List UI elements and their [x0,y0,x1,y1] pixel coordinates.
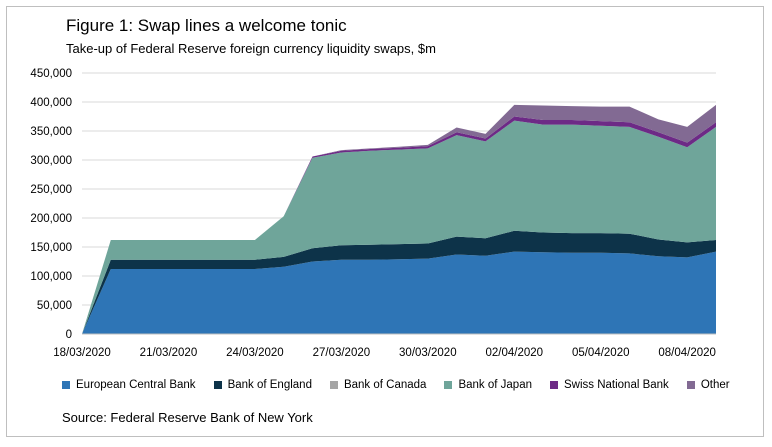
stacked-areas [82,104,716,335]
x-tick-label: 21/03/2020 [140,347,198,359]
x-tick-label: 27/03/2020 [313,347,371,359]
x-tick-label: 08/04/2020 [658,347,716,359]
source-note: Source: Federal Reserve Bank of New York [62,410,313,425]
legend-label: Bank of Canada [343,379,427,391]
legend-item: Bank of Canada [329,379,427,391]
y-tick-label: 100,000 [30,271,72,283]
y-tick-label: 350,000 [30,126,72,138]
y-tick-label: 300,000 [30,155,72,167]
legend-label: Swiss National Bank [563,379,669,391]
area-european-central-bank [82,251,716,334]
legend-swatch [686,381,695,389]
legend-item: Swiss National Bank [549,379,669,391]
y-tick-label: 0 [66,329,72,341]
y-tick-label: 400,000 [30,97,72,109]
legend-swatch [444,381,453,389]
legend-item: Bank of Japan [444,379,532,391]
x-tick-label: 02/04/2020 [485,347,543,359]
x-tick-label: 24/03/2020 [226,347,284,359]
y-tick-label: 200,000 [30,213,72,225]
area-bank-of-england [82,230,716,334]
chart-subtitle: Take-up of Federal Reserve foreign curre… [66,41,436,56]
legend-swatch [549,381,558,389]
y-tick-label: 250,000 [30,184,72,196]
y-tick-label: 450,000 [30,68,72,80]
x-tick-label: 30/03/2020 [399,347,457,359]
area-other [82,104,716,335]
y-tick-label: 150,000 [30,242,72,254]
x-tick-label: 05/04/2020 [572,347,630,359]
legend-item: Bank of England [213,379,312,391]
y-tick-label: 50,000 [37,300,72,312]
legend-swatch [62,381,70,389]
legend-label: Bank of Japan [458,379,532,391]
legend-label: European Central Bank [76,379,196,391]
legend: European Central Bank Bank of England Bank… [62,377,748,393]
x-tick-label: 18/03/2020 [53,347,111,359]
legend-item: Other [686,379,730,391]
chart-title: Figure 1: Swap lines a welcome tonic [66,16,347,35]
legend-label: Other [700,379,730,391]
legend-swatch [213,381,222,389]
x-tick-labels: 18/03/2020 21/03/2020 24/03/2020 27/03/2020… [53,347,716,359]
legend-item: European Central Bank [62,379,196,391]
legend-swatch [329,381,338,389]
legend-label: Bank of England [227,379,312,391]
area-bank-of-japan [82,120,716,334]
y-tick-labels: 450,000 400,000 350,000 300,000 250,000 200,0… [30,68,72,341]
